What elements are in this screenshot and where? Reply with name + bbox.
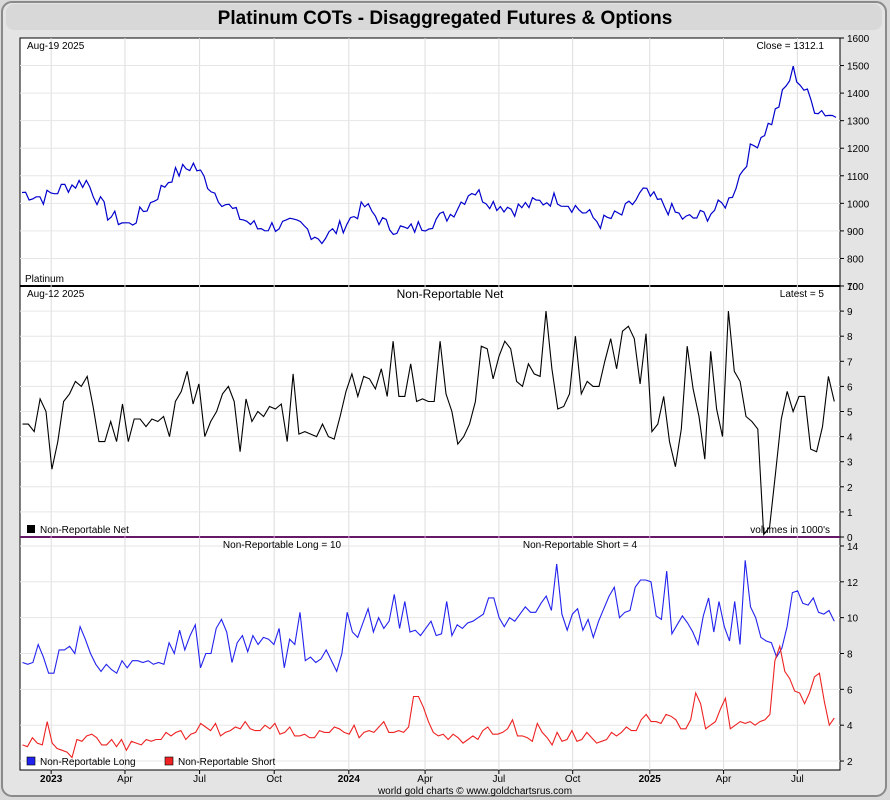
x-tick-label: Apr [117,774,133,785]
price-close-label: Close = 1312.1 [756,41,824,52]
x-tick-label: Oct [266,774,282,785]
price-panel [21,65,837,245]
net-legend-label: Non-Reportable Net [40,525,129,536]
y-tick-label: 9 [847,307,853,318]
long-short-panel [22,560,835,759]
x-tick-label: Jul [791,774,804,785]
y-tick-label: 1600 [847,34,870,45]
footer-credit: world gold charts © www.goldchartsrus.co… [377,786,572,797]
y-tick-label: 1 [847,508,853,519]
plot-area [19,37,841,771]
short-legend-label: Non-Reportable Short [178,757,275,768]
y-tick-label: 2 [847,483,853,494]
x-tick-label: 2025 [639,774,662,785]
y-tick-label: 10 [847,614,859,625]
x-axis-labels: 2023 Apr Jul Oct 2024 Apr Jul Oct 2025 Apr Jul [40,770,804,785]
y-tick-label: 8 [847,650,853,661]
grid-layer [20,38,840,770]
long-legend-swatch [26,756,36,766]
x-tick-label: Jul [193,774,206,785]
long-legend-label: Non-Reportable Long [40,757,136,768]
x-tick-label: 2024 [338,774,361,785]
y-tick-label: 0 [847,533,853,544]
y-tick-label: 1000 [847,199,870,210]
price-date-label: Aug-19 2025 [27,41,85,52]
title-bar [6,4,882,30]
y-tick-label: 8 [847,332,853,343]
y-tick-label: 1400 [847,89,870,100]
y-tick-label: 5 [847,408,853,419]
short-line [22,644,835,759]
price-line [21,65,837,245]
net-units-label: volumes in 1000's [750,525,830,536]
y-tick-label: 12 [847,578,859,589]
long-series-label: Non-Reportable Long = 10 [223,540,342,551]
y-tick-label: 700 [847,282,864,293]
y-tick-label: 10 [847,282,859,293]
y-tick-label: 14 [847,542,859,553]
net-panel-title: Non-Reportable Net [397,287,504,301]
y-tick-label: 6 [847,685,853,696]
y-tick-label: 1500 [847,62,870,73]
x-tick-label: Oct [565,774,581,785]
y-tick-label: 7 [847,357,853,368]
price-series-label: Platinum [25,274,64,285]
y-tick-label: 1200 [847,144,870,155]
y-tick-label: 4 [847,433,853,444]
x-tick-label: 2023 [40,774,63,785]
y-tick-label: 2 [847,757,853,768]
x-tick-label: Apr [417,774,433,785]
net-panel [20,311,840,538]
y-tick-label: 1300 [847,117,870,128]
y-tick-label: 3 [847,458,853,469]
x-tick-label: Apr [716,774,732,785]
net-latest-label: Latest = 5 [780,289,825,300]
long-line [22,560,835,675]
y-tick-label: 6 [847,382,853,393]
net-date-label: Aug-12 2025 [27,289,85,300]
y-tick-label: 800 [847,254,864,265]
net-legend-swatch [27,525,35,533]
y-tick-label: 900 [847,227,864,238]
y-axis-labels: 7008009001000110012001300140015001600012… [840,34,870,768]
short-legend-swatch [164,756,174,766]
short-series-label: Non-Reportable Short = 4 [523,540,638,551]
x-tick-label: Jul [492,774,505,785]
y-tick-label: 4 [847,721,853,732]
y-tick-label: 1100 [847,172,869,183]
chart-title: Platinum COTs - Disaggregated Futures & … [218,8,673,29]
net-line [22,311,835,536]
